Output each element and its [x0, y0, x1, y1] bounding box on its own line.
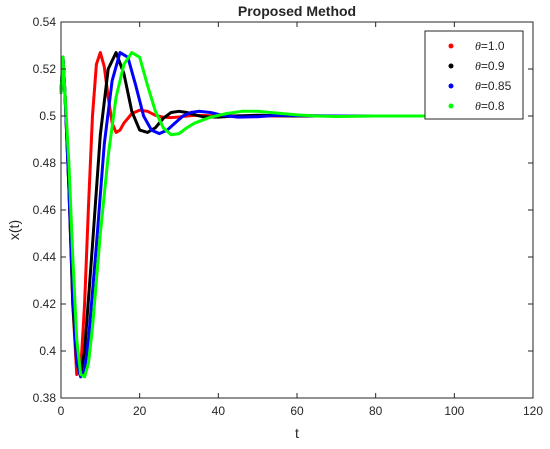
- chart-title: Proposed Method: [238, 3, 356, 19]
- legend-label-1: θ=1.0: [475, 39, 505, 53]
- legend-marker-3: [448, 83, 454, 89]
- y-tick-label: 0.4: [39, 344, 56, 358]
- x-tick-label: 0: [58, 404, 65, 418]
- legend-theta-symbol: θ: [475, 39, 481, 53]
- x-tick-label: 20: [133, 404, 147, 418]
- legend-marker-1: [448, 43, 454, 49]
- series-line-4: [59, 51, 456, 379]
- legend-value: =0.8: [481, 99, 505, 113]
- x-tick-label: 80: [369, 404, 383, 418]
- x-tick-label: 120: [523, 404, 543, 418]
- y-tick-label: 0.42: [33, 297, 57, 311]
- legend-theta-symbol: θ: [475, 59, 481, 73]
- legend-value: =1.0: [481, 39, 505, 53]
- y-tick-label: 0.52: [33, 62, 57, 76]
- y-tick-label: 0.46: [33, 203, 57, 217]
- x-tick-label: 60: [290, 404, 304, 418]
- legend-value: =0.9: [481, 59, 505, 73]
- y-tick-label: 0.54: [33, 15, 57, 29]
- legend-box: [424, 30, 524, 120]
- y-tick-label: 0.44: [33, 250, 57, 264]
- legend-marker-4: [448, 103, 454, 109]
- plot-area: 0 20 40 60 80 100 120 0.38 0.4 0.42 0.44 0.46 0.48 0.…: [33, 15, 544, 418]
- x-tick-label: 100: [444, 404, 464, 418]
- legend-marker-2: [448, 63, 454, 69]
- legend-value: =0.85: [481, 79, 512, 93]
- legend-label-2: θ=0.9: [475, 59, 505, 73]
- legend: θ=1.0θ=0.9θ=0.85θ=0.8: [424, 30, 524, 120]
- y-tick-label: 0.38: [33, 391, 57, 405]
- legend-label-4: θ=0.8: [475, 99, 505, 113]
- y-tick-label: 0.48: [33, 156, 57, 170]
- y-tick-label: 0.5: [39, 109, 56, 123]
- series-line-3: [59, 51, 456, 379]
- legend-label-3: θ=0.85: [475, 79, 512, 93]
- x-axis-title: t: [295, 425, 299, 441]
- x-tick-label: 40: [212, 404, 226, 418]
- legend-theta-symbol: θ: [475, 79, 481, 93]
- legend-theta-symbol: θ: [475, 99, 481, 113]
- y-axis-title: x(t): [6, 220, 22, 240]
